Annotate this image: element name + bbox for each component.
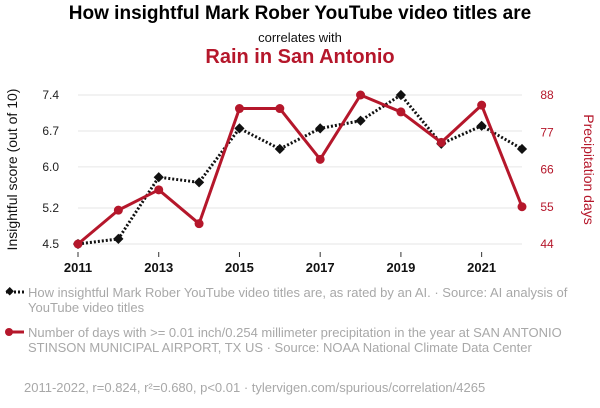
- y-right-tick-label: 55: [540, 200, 554, 214]
- y-left-tick-label: 5.2: [42, 201, 59, 215]
- x-tick-label: 2019: [386, 260, 415, 275]
- legend-item-series2: Number of days with >= 0.01 inch/0.254 m…: [4, 325, 594, 355]
- legend-swatch-series1: [5, 287, 24, 296]
- y-left-tick-label: 6.7: [42, 124, 59, 138]
- chart-title: How insightful Mark Rober YouTube video …: [68, 3, 532, 24]
- data-point-series1: [476, 120, 487, 131]
- data-point-series1: [315, 123, 326, 134]
- y-left-tick-label: 7.4: [42, 88, 59, 102]
- x-tick-label: 2011: [64, 260, 92, 275]
- data-point-series2: [517, 202, 527, 212]
- y-left-axis-label: Insightful score (out of 10): [4, 89, 20, 251]
- data-point-series2: [436, 137, 446, 147]
- data-point-series1: [193, 177, 205, 188]
- chart-second-title: Rain in San Antonio: [205, 46, 395, 68]
- data-point-series2: [73, 239, 83, 249]
- data-point-series2: [194, 219, 204, 229]
- chart: 4.5 5.2 6.0 6.7 7.4 44 55 66 77 88 2011 2013 2015 201…: [4, 88, 597, 275]
- y-right-tick-label: 77: [540, 125, 554, 139]
- data-point-series1: [355, 115, 366, 126]
- y-left-tick-label: 4.5: [42, 237, 59, 251]
- footer-stats: 2011-2022, r=0.824, r²=0.680, p<0.01 · t…: [24, 380, 486, 395]
- data-point-series2: [477, 100, 487, 110]
- y-right-axis-label: Precipitation days: [581, 114, 597, 225]
- y-right-tick-label: 44: [540, 237, 554, 251]
- data-point-series2: [113, 205, 123, 215]
- legend-item-series1: How insightful Mark Rober YouTube video …: [4, 285, 594, 315]
- data-point-series1: [516, 143, 528, 155]
- series-line-1: [77, 93, 523, 246]
- x-tick-label: 2015: [225, 260, 254, 275]
- data-point-series2: [315, 154, 325, 164]
- y-right-tick-label: 88: [540, 88, 554, 102]
- legend-text-series2: Number of days with >= 0.01 inch/0.254 m…: [28, 325, 562, 355]
- series-line-2: [77, 93, 524, 246]
- data-point-series2: [234, 104, 244, 114]
- x-tick-label: 2017: [306, 260, 335, 275]
- data-point-series2: [154, 185, 164, 195]
- data-point-series2: [275, 104, 285, 114]
- data-point-series2: [356, 90, 366, 100]
- x-tick-label: 2013: [144, 260, 173, 275]
- legend-swatch-series2: [5, 328, 24, 336]
- data-point-series2: [396, 107, 406, 117]
- y-left-tick-label: 6.0: [42, 160, 59, 174]
- data-point-series1: [274, 143, 285, 155]
- legend-text-series1: How insightful Mark Rober YouTube video …: [28, 285, 568, 315]
- chart-subtitle: correlates with: [258, 30, 342, 45]
- x-tick-label: 2021: [467, 260, 496, 275]
- y-right-tick-label: 66: [540, 163, 554, 177]
